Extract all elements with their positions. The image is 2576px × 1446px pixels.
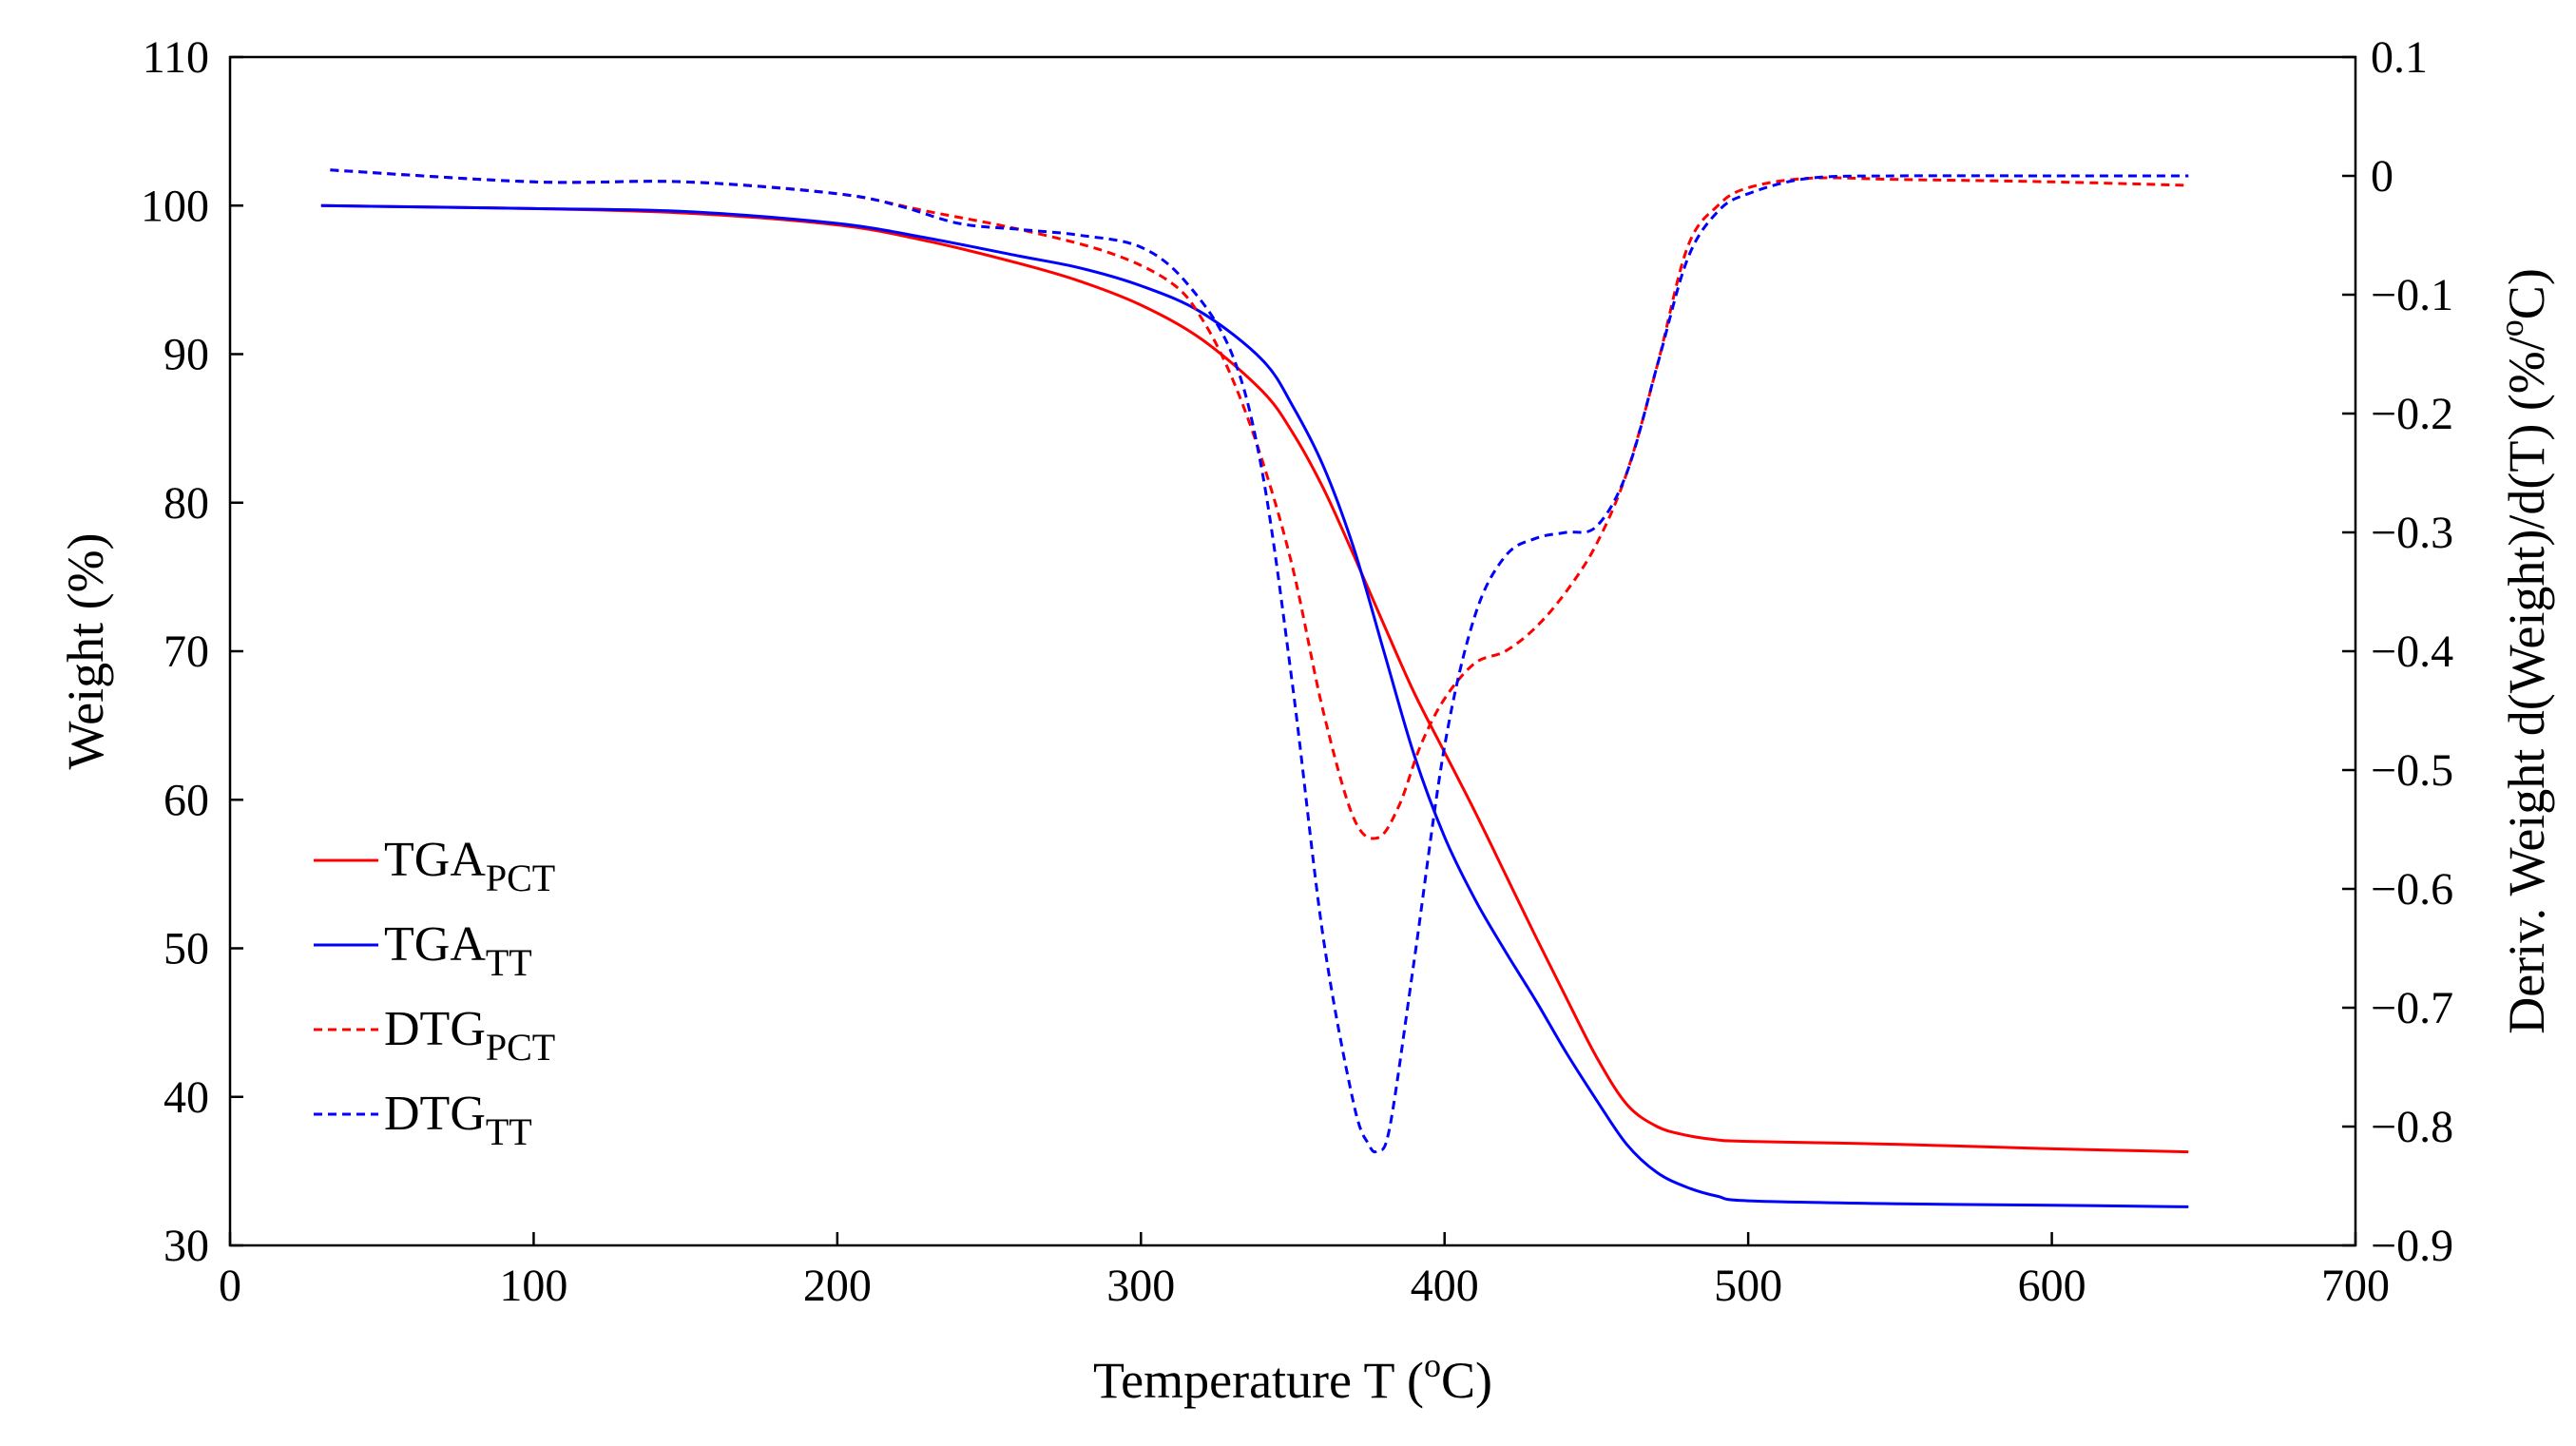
y-left-tick-label: 60 [163,775,209,825]
legend-label-dtg-tt: DTGTT [384,1087,532,1153]
x-tick-label: 300 [1106,1261,1175,1311]
y-left-tick-label: 80 [163,478,209,529]
y-right-tick-label: −0.6 [2371,864,2453,915]
series-line-tga-pct [320,203,2189,1154]
x-axis-title: Temperature T (oC) [1093,1346,1492,1409]
x-tick-label: 0 [219,1261,241,1311]
y-right-tick-label: −0.3 [2371,508,2453,558]
y-left-tick-label: 50 [163,924,209,974]
y-right-tick-label: −0.9 [2371,1221,2453,1271]
series-line-tga-tt [320,203,2189,1208]
y-right-tick-label: −0.8 [2371,1102,2453,1152]
y-right-tick-label: 0 [2371,151,2393,202]
series-line-dtg-pct [330,168,2189,840]
y-left-tick-label: 110 [143,32,209,83]
legend: TGAPCT TGATT DTGPCT DTGTT [314,833,555,1153]
y-right-tick-label: −0.1 [2371,270,2453,320]
x-tick-label: 200 [803,1261,872,1311]
ticks-layer: 0 100 200 300 400 500 600 700 30 40 50 60 70 80 90 100 1… [141,32,2453,1311]
x-tick-label: 600 [2018,1261,2086,1311]
y-left-tick-label: 40 [163,1072,209,1123]
y-right-tick-label: −0.5 [2371,745,2453,796]
y-left-tick-label: 30 [163,1221,209,1271]
y-right-axis-title: Deriv. Weight d(Weight)/d(T) (%/oC) [2492,268,2555,1034]
y-left-tick-label: 100 [141,181,209,231]
x-tick-label: 700 [2321,1261,2390,1311]
legend-label-tga-pct: TGAPCT [384,833,555,899]
y-left-tick-label: 90 [163,330,209,380]
x-tick-label: 100 [499,1261,567,1311]
y-right-tick-label: −0.7 [2371,983,2453,1033]
y-right-tick-label: 0.1 [2371,32,2428,83]
legend-label-dtg-pct: DTGPCT [384,1002,555,1069]
y-left-axis-title: Weight (%) [57,532,114,769]
x-tick-label: 500 [1714,1261,1782,1311]
y-left-tick-label: 70 [163,627,209,677]
y-right-tick-label: −0.4 [2371,627,2453,677]
series-layer [320,168,2189,1208]
legend-label-tga-tt: TGATT [384,917,532,984]
series-line-dtg-tt [330,168,2189,1154]
y-right-tick-label: −0.2 [2371,389,2453,439]
x-tick-label: 400 [1411,1261,1479,1311]
